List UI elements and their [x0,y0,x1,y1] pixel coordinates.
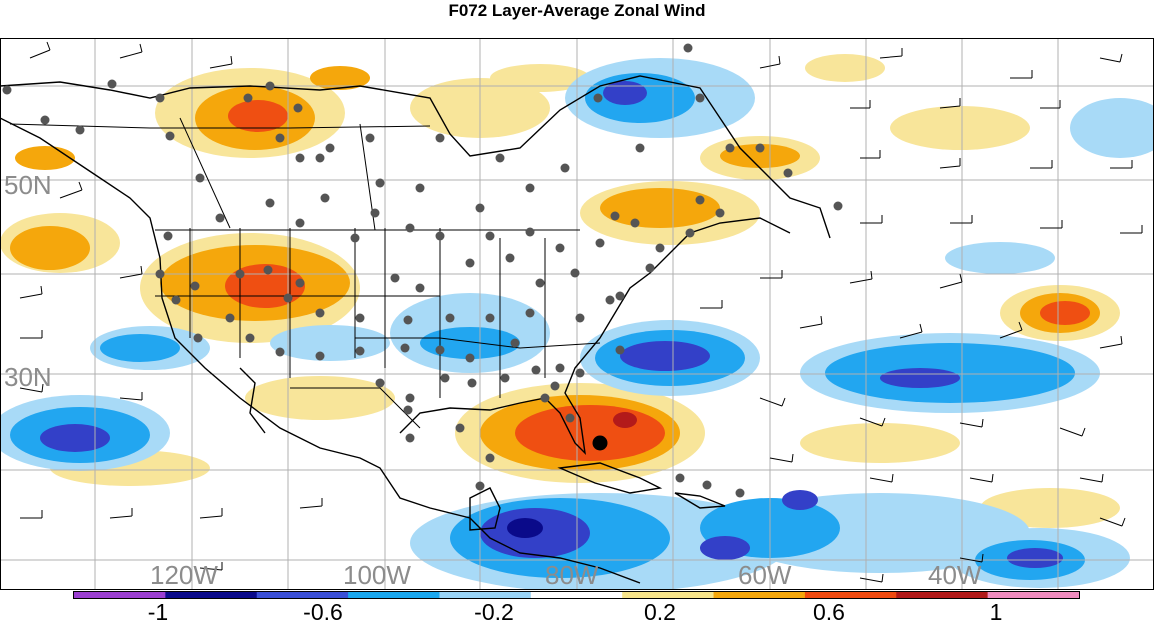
colorbar-swatch [987,592,1080,598]
colorbar-tick-label: -1 [148,599,168,622]
highlighted-station-marker [592,435,608,451]
colorbar-swatch [439,592,532,598]
colorbar-swatch [348,592,440,598]
lon-label-120w: 120W [150,560,218,590]
lon-label-100w: 100W [343,560,411,590]
coastlines [0,75,831,584]
lon-label-80w: 80W [545,560,599,590]
station-dots [2,43,843,498]
colorbar-tick-label: 0.6 [813,599,845,622]
colorbar-swatch [896,592,989,598]
colorbar-swatch [74,592,166,598]
colorbar-swatch [530,592,623,598]
lat-label-30n: 30N [4,362,52,392]
map-panel: 50N 30N 120W 100W 80W 60W 40W [0,38,1154,590]
shaded-anomaly-layer [0,54,1154,590]
colorbar-swatch [165,592,258,598]
colorbar-swatch [713,592,806,598]
chart-title: F072 Layer-Average Zonal Wind [448,1,706,20]
colorbar-swatch [622,592,715,598]
colorbar-swatch [256,592,349,598]
colorbar-swatch [804,592,897,598]
colorbar-swatches [74,592,1080,598]
colorbar-tick-label: -0.6 [303,599,343,622]
lon-label-40w: 40W [928,560,982,590]
colorbar: -1 -0.6 -0.2 0.2 0.6 1 [73,591,1080,622]
colorbar-tick-label: 1 [990,599,1003,622]
colorbar-tick-label: -0.2 [474,599,514,622]
lat-label-50n: 50N [4,170,52,200]
political-borders [9,117,601,429]
lon-label-60w: 60W [738,560,792,590]
colorbar-tick-label: 0.2 [644,599,676,622]
graticule [0,38,1154,590]
wind-barbs [19,41,1143,583]
